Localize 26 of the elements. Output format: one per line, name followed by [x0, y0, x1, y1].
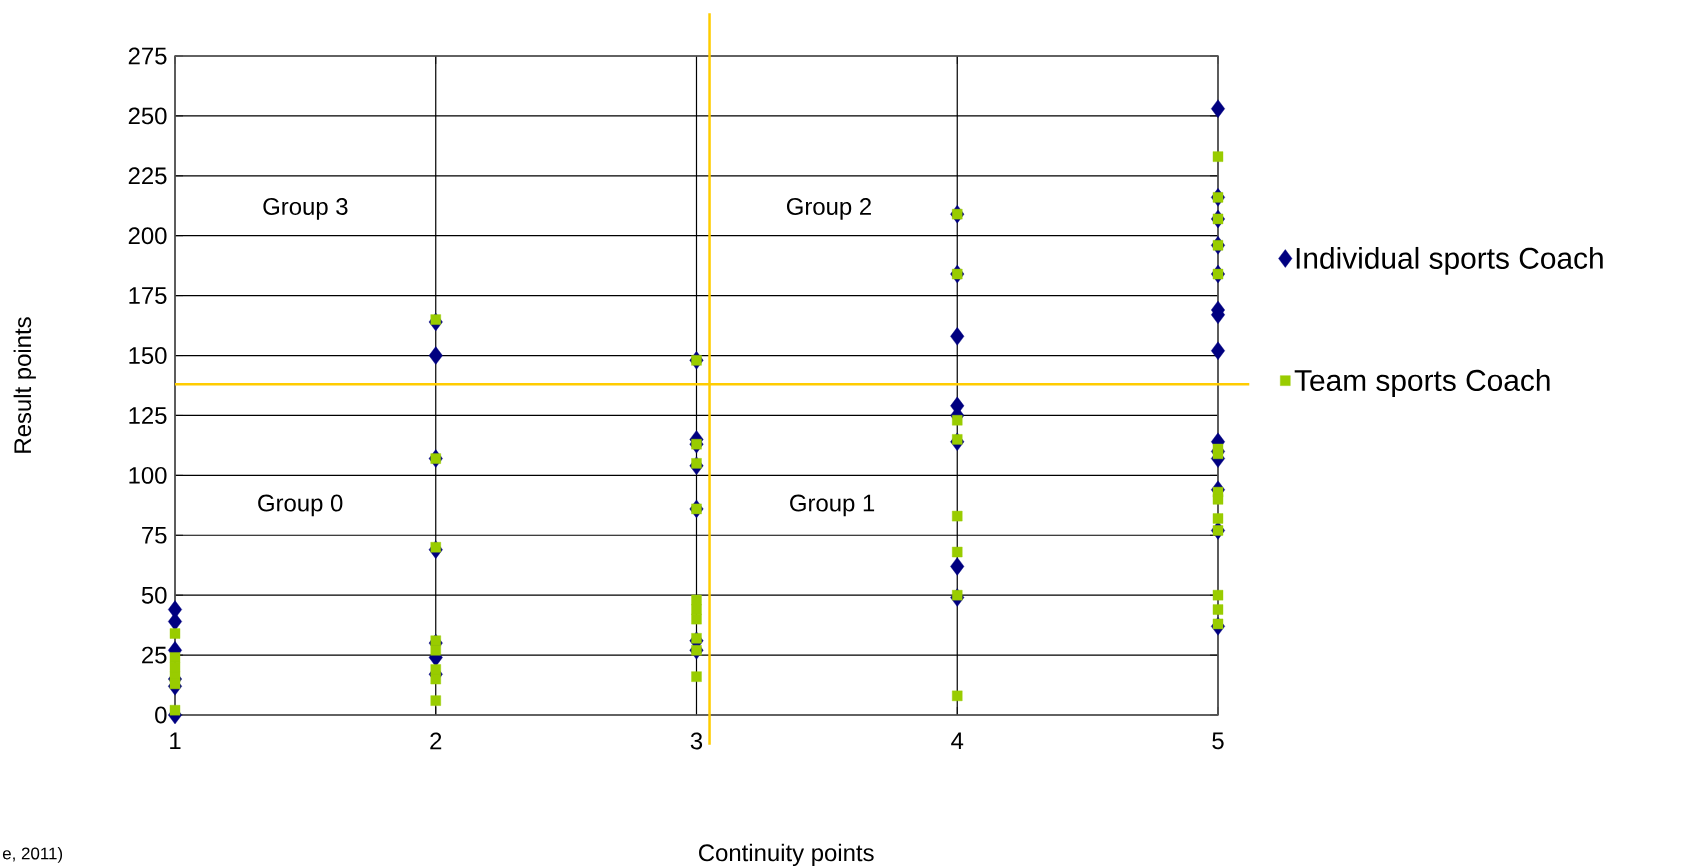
y-tick-label: 100 [129, 466, 167, 484]
annotation: Group 1 [790, 494, 875, 517]
y-tick-label: 275 [128, 47, 167, 65]
y-axis-title: Result points [13, 317, 36, 453]
y-tick-label: 0 [155, 706, 167, 724]
y-tick-label: 50 [141, 586, 167, 604]
y-tick-label: 25 [142, 646, 167, 664]
x-tick-label: 4 [951, 732, 964, 749]
legend-label: Team sports Coach [1294, 369, 1550, 397]
legend-label: Individual sports Coach [1296, 246, 1603, 275]
x-tick-label: 2 [430, 732, 442, 750]
y-tick-label: 250 [128, 107, 167, 125]
annotation: Group 3 [263, 198, 348, 220]
annotation: Group 0 [258, 494, 343, 517]
y-tick-label: 175 [129, 287, 167, 304]
x-tick-label: 3 [690, 732, 703, 750]
y-tick-label: 125 [129, 406, 167, 424]
annotation: Group 2 [786, 198, 871, 220]
x-axis-title: Continuity points [699, 843, 874, 866]
y-tick-label: 150 [129, 347, 167, 364]
x-tick-label: 1 [170, 732, 181, 749]
text: e, 2011) [2, 847, 63, 863]
y-tick-label: 225 [128, 167, 167, 185]
x-tick-label: 5 [1212, 732, 1224, 750]
y-tick-label: 75 [142, 526, 167, 544]
y-tick-label: 200 [128, 227, 167, 245]
